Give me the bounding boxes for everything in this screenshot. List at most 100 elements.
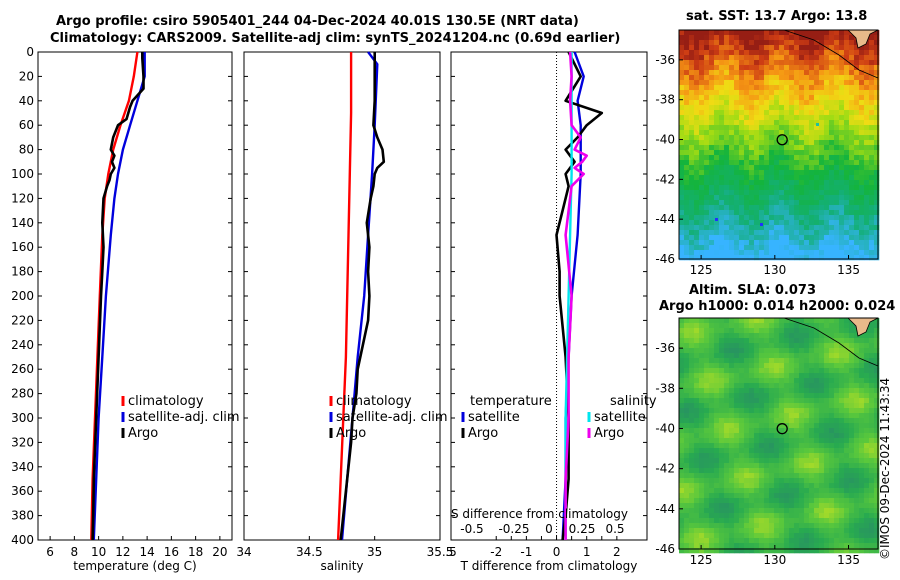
sst-cell	[704, 95, 710, 101]
sla-cell	[749, 498, 755, 504]
sst-cell	[699, 155, 705, 161]
sst-cell	[744, 150, 750, 156]
sst-cell	[774, 180, 780, 186]
sla-cell	[869, 363, 875, 369]
sla-cell	[709, 543, 715, 549]
temp-xtick-label: 10	[91, 545, 106, 559]
sla-cell	[844, 468, 850, 474]
sla-cell	[729, 443, 735, 449]
sla-cell	[704, 508, 710, 514]
sla-cell	[729, 488, 735, 494]
sla-cell	[764, 513, 770, 519]
sst-cell	[684, 75, 690, 81]
sla-cell	[784, 363, 790, 369]
sla-cell	[849, 418, 855, 424]
sla-cell	[694, 398, 700, 404]
sst-point	[715, 218, 718, 221]
sla-cell	[754, 508, 760, 514]
sla-cell	[794, 408, 800, 414]
sst-cell	[714, 120, 720, 126]
sla-cell	[769, 533, 775, 539]
sla-cell	[744, 493, 750, 499]
sst-cell	[684, 200, 690, 206]
sst-cell	[754, 185, 760, 191]
sst-cell	[719, 235, 725, 241]
sla-cell	[834, 398, 840, 404]
sst-cell	[824, 235, 830, 241]
sst-cell	[819, 120, 825, 126]
sla-cell	[749, 428, 755, 434]
sst-cell	[744, 100, 750, 106]
sst-cell	[829, 65, 835, 71]
sst-cell	[824, 35, 830, 41]
sst-cell	[724, 145, 730, 151]
sla-cell	[724, 393, 730, 399]
sla-cell	[744, 538, 750, 544]
sst-cell	[714, 145, 720, 151]
sst-cell	[759, 220, 765, 226]
sla-cell	[844, 438, 850, 444]
sla-cell	[754, 538, 760, 544]
sla-cell	[869, 468, 875, 474]
sst-cell	[699, 105, 705, 111]
sst-cell	[789, 115, 795, 121]
sla-cell	[804, 428, 810, 434]
sst-cell	[854, 195, 860, 201]
sla-cell	[849, 333, 855, 339]
sst-cell	[804, 245, 810, 251]
sst-cell	[714, 55, 720, 61]
sst-cell	[759, 110, 765, 116]
sla-cell	[799, 498, 805, 504]
sst-cell	[849, 165, 855, 171]
sst-cell	[829, 220, 835, 226]
sst-cell	[859, 130, 865, 136]
sla-cell	[839, 513, 845, 519]
sst-cell	[799, 60, 805, 66]
sst-cell	[729, 120, 735, 126]
sla-cell	[859, 343, 865, 349]
sla-cell	[774, 433, 780, 439]
sst-cell	[819, 50, 825, 56]
sla-cell	[714, 378, 720, 384]
sla-cell	[754, 548, 760, 554]
sst-cell	[764, 90, 770, 96]
sla-cell	[814, 378, 820, 384]
sla-cell	[714, 368, 720, 374]
sst-cell	[734, 75, 740, 81]
sla-cell	[714, 323, 720, 329]
sla-cell	[689, 473, 695, 479]
sla-cell	[814, 453, 820, 459]
sla-cell	[739, 353, 745, 359]
sst-cell	[779, 120, 785, 126]
sla-cell	[859, 373, 865, 379]
sst-cell	[744, 135, 750, 141]
sla-cell	[734, 528, 740, 534]
sst-cell	[744, 60, 750, 66]
sla-cell	[794, 323, 800, 329]
sla-cell	[874, 348, 880, 354]
sla-cell	[869, 318, 875, 324]
sst-cell	[844, 135, 850, 141]
sst-cell	[744, 105, 750, 111]
sla-cell	[679, 348, 685, 354]
temp-series-argo	[91, 52, 145, 541]
sst-cell	[864, 145, 870, 151]
sla-cell	[749, 398, 755, 404]
sla-cell	[749, 473, 755, 479]
sst-cell	[784, 165, 790, 171]
sst-cell	[794, 245, 800, 251]
sst-cell	[729, 250, 735, 256]
sla-cell	[834, 543, 840, 549]
sst-cell	[694, 230, 700, 236]
sla-cell	[804, 453, 810, 459]
sst-cell	[859, 230, 865, 236]
sst-cell	[869, 145, 875, 151]
sst-cell	[694, 50, 700, 56]
sla-cell	[734, 398, 740, 404]
sst-cell	[819, 170, 825, 176]
sst-cell	[819, 105, 825, 111]
sla-cell	[869, 408, 875, 414]
sst-cell	[829, 240, 835, 246]
sst-cell	[694, 110, 700, 116]
sst-cell	[809, 250, 815, 256]
